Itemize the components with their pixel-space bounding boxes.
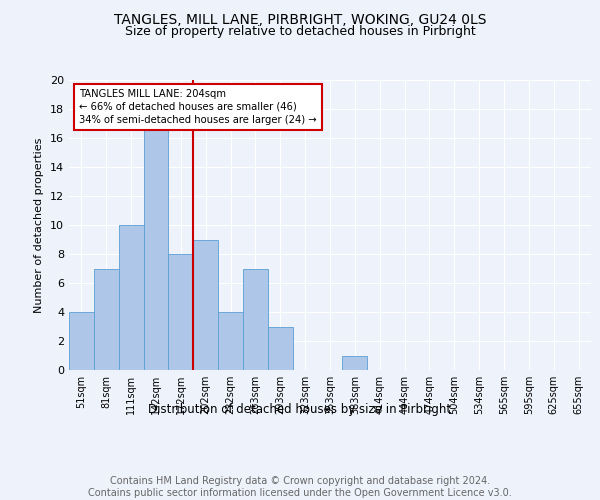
Text: TANGLES MILL LANE: 204sqm
← 66% of detached houses are smaller (46)
34% of semi-: TANGLES MILL LANE: 204sqm ← 66% of detac…	[79, 88, 317, 125]
Bar	[193, 240, 218, 370]
Bar	[143, 124, 169, 370]
Text: Size of property relative to detached houses in Pirbright: Size of property relative to detached ho…	[125, 25, 475, 38]
Bar	[218, 312, 243, 370]
Bar	[69, 312, 94, 370]
Y-axis label: Number of detached properties: Number of detached properties	[34, 138, 44, 312]
Bar	[343, 356, 367, 370]
Bar	[119, 225, 143, 370]
Bar	[243, 268, 268, 370]
Bar	[169, 254, 193, 370]
Text: Distribution of detached houses by size in Pirbright: Distribution of detached houses by size …	[148, 402, 452, 415]
Text: Contains HM Land Registry data © Crown copyright and database right 2024.
Contai: Contains HM Land Registry data © Crown c…	[88, 476, 512, 498]
Text: TANGLES, MILL LANE, PIRBRIGHT, WOKING, GU24 0LS: TANGLES, MILL LANE, PIRBRIGHT, WOKING, G…	[114, 12, 486, 26]
Bar	[268, 326, 293, 370]
Bar	[94, 268, 119, 370]
